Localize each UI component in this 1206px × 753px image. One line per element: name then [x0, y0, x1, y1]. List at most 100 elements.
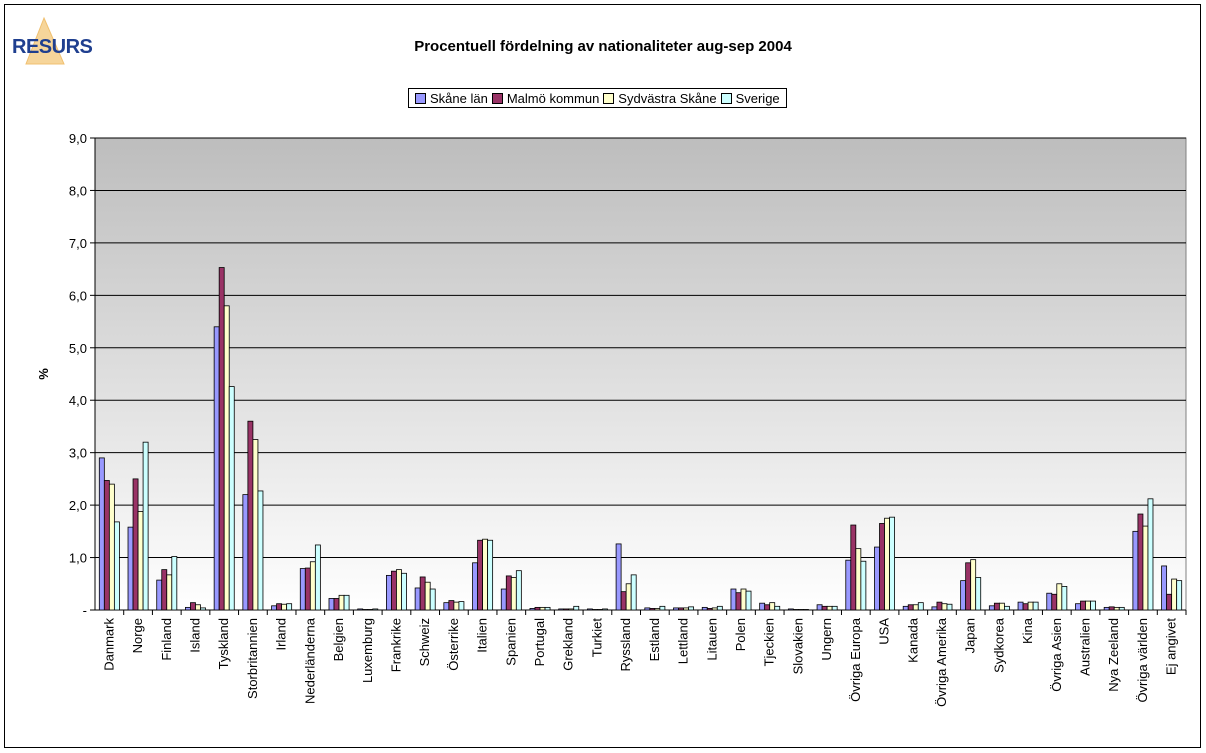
bar-3-28 — [917, 602, 924, 611]
bar-0-26 — [845, 559, 852, 611]
bar-2-10 — [396, 569, 402, 611]
x-tick-label: Storbritannien — [245, 618, 260, 699]
bar-2-3 — [195, 604, 201, 611]
chart-legend: Skåne län Malmö kommun Sydvästra Skåne Sver… — [408, 88, 787, 108]
bar-3-1 — [142, 441, 149, 611]
legend-swatch — [603, 92, 615, 104]
x-tick-label: Portugal — [532, 618, 547, 667]
bar-3-35 — [1118, 606, 1125, 611]
x-tick-label: Österrike — [446, 618, 461, 671]
bar-2-25 — [826, 605, 833, 611]
bar-2-16 — [568, 608, 575, 611]
bar-1-3 — [190, 602, 196, 611]
bar-2-17 — [597, 609, 603, 611]
bar-2-1 — [137, 511, 144, 611]
bar-0-37 — [1161, 565, 1168, 611]
bar-1-37 — [1166, 593, 1173, 611]
bar-2-13 — [482, 538, 489, 611]
x-tick-label: Ryssland — [618, 618, 633, 671]
bar-3-2 — [171, 556, 178, 611]
bar-3-14 — [515, 570, 522, 611]
bar-1-13 — [477, 539, 483, 611]
plot-area — [94, 137, 1187, 611]
bar-3-22 — [745, 590, 752, 611]
bar-1-26 — [850, 524, 857, 611]
bar-0-36 — [1132, 530, 1139, 611]
bar-0-33 — [1046, 592, 1053, 611]
bar-3-34 — [1090, 600, 1096, 611]
x-tick-label: Övriga världen — [1135, 618, 1150, 703]
bar-1-31 — [993, 602, 1000, 611]
bar-3-15 — [544, 606, 551, 611]
bar-2-20 — [683, 607, 689, 611]
bar-2-11 — [424, 581, 431, 611]
bar-1-12 — [448, 600, 455, 611]
legend-swatch — [415, 92, 426, 104]
legend-item: Sydvästra Skåne — [603, 91, 717, 106]
bar-1-32 — [1022, 603, 1029, 611]
x-tick-label: Australien — [1078, 618, 1093, 676]
bar-2-36 — [1142, 525, 1149, 611]
bar-0-35 — [1103, 606, 1110, 611]
bar-3-23 — [774, 605, 781, 611]
bar-0-10 — [386, 574, 392, 611]
y-tick-label: 5,0 — [69, 341, 87, 356]
x-tick-label: Litauen — [704, 618, 719, 661]
bar-2-34 — [1085, 600, 1091, 611]
bar-1-16 — [563, 608, 570, 611]
x-tick-label: Spanien — [503, 618, 518, 666]
x-tick-label: Irland — [274, 618, 289, 651]
x-tick-label: Polen — [733, 618, 748, 651]
y-tick-label: 9,0 — [69, 131, 87, 146]
bar-0-19 — [644, 607, 651, 611]
bar-3-12 — [458, 601, 465, 611]
x-tick-label: Lettland — [676, 618, 691, 664]
bar-3-6 — [286, 603, 293, 611]
bar-1-34 — [1080, 600, 1086, 611]
y-tick-label: - — [83, 603, 87, 618]
x-tick-label: Island — [187, 618, 202, 653]
bar-2-7 — [309, 561, 316, 611]
x-tick-label: Norge — [130, 618, 145, 653]
bar-2-28 — [912, 604, 919, 611]
bar-0-2 — [156, 579, 163, 611]
bar-0-9 — [357, 608, 364, 611]
bar-0-32 — [1017, 601, 1024, 611]
bar-0-21 — [701, 606, 708, 611]
bar-0-22 — [730, 588, 737, 611]
bar-0-25 — [816, 604, 823, 611]
bar-1-0 — [103, 480, 110, 611]
bar-0-30 — [960, 580, 967, 611]
bar-1-11 — [419, 576, 426, 611]
legend-label: Skåne län — [430, 90, 488, 106]
x-tick-label: Finland — [159, 618, 174, 661]
bar-2-4 — [223, 305, 230, 611]
bar-2-24 — [798, 609, 804, 611]
bar-3-13 — [487, 539, 494, 611]
x-tick-label: Nederländerna — [302, 617, 317, 704]
x-tick-label: Slovakien — [790, 618, 805, 674]
bar-1-10 — [391, 570, 397, 611]
x-tick-label: Övriga Amerika — [934, 617, 949, 707]
bar-1-9 — [362, 609, 369, 611]
bar-2-15 — [539, 606, 546, 611]
bar-0-23 — [759, 602, 766, 611]
bar-0-3 — [185, 606, 191, 611]
bar-2-9 — [367, 609, 374, 611]
x-tick-label: Japan — [963, 618, 978, 653]
bar-3-33 — [1061, 586, 1068, 611]
bar-3-10 — [401, 572, 407, 611]
bar-1-4 — [218, 267, 225, 611]
bar-3-5 — [257, 490, 264, 611]
bar-1-18 — [620, 591, 627, 611]
x-tick-label: Danmark — [101, 618, 116, 671]
y-tick-label: 8,0 — [69, 183, 87, 198]
bar-2-29 — [941, 603, 948, 611]
bar-1-28 — [907, 604, 914, 611]
bar-0-14 — [500, 588, 507, 611]
bar-1-2 — [161, 569, 168, 611]
bar-3-0 — [113, 521, 120, 611]
logo-text: RESURS — [12, 36, 93, 58]
bar-2-23 — [769, 602, 776, 611]
